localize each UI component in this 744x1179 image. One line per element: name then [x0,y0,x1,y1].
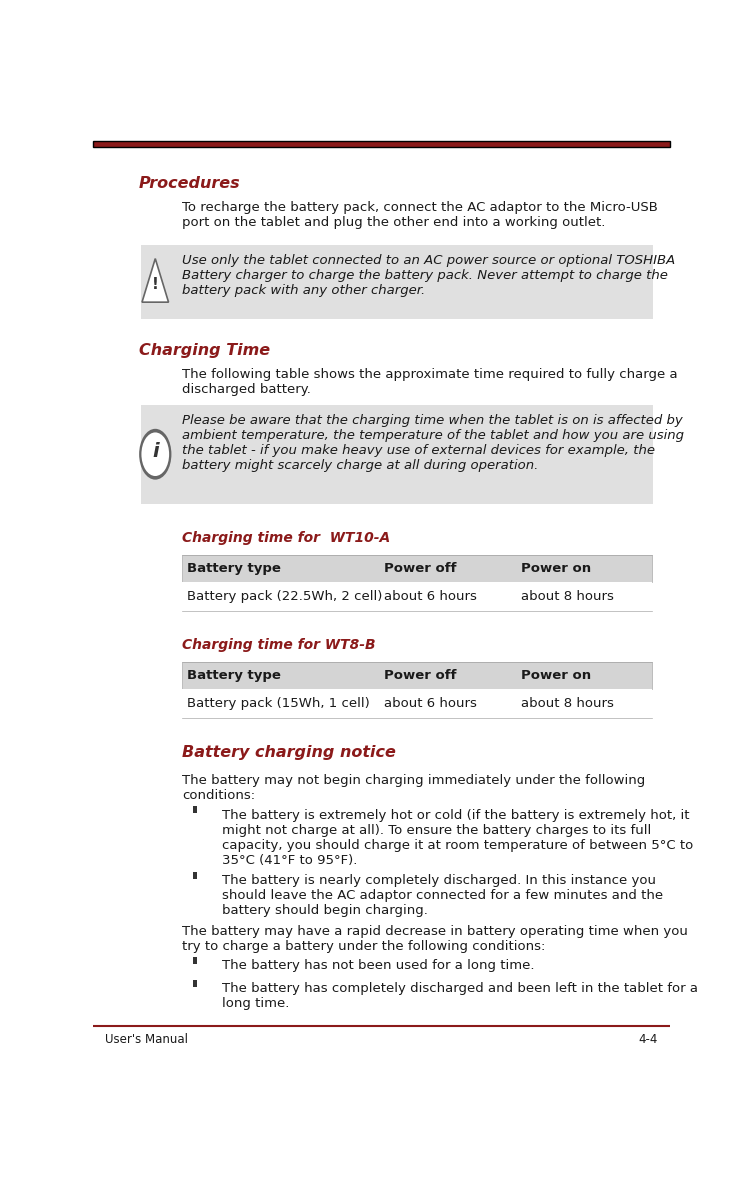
Text: about 8 hours: about 8 hours [521,590,614,602]
Text: To recharge the battery pack, connect the AC adaptor to the Micro-USB
port on th: To recharge the battery pack, connect th… [182,202,658,230]
FancyBboxPatch shape [193,871,197,878]
FancyBboxPatch shape [193,957,197,964]
Text: about 8 hours: about 8 hours [521,697,614,710]
FancyBboxPatch shape [182,554,652,581]
Text: Battery type: Battery type [187,561,281,574]
Text: Battery charging notice: Battery charging notice [182,745,397,760]
Text: The battery has completely discharged and been left in the tablet for a
long tim: The battery has completely discharged an… [222,982,698,1010]
Text: Battery pack (15Wh, 1 cell): Battery pack (15Wh, 1 cell) [187,697,370,710]
Text: Battery pack (22.5Wh, 2 cell): Battery pack (22.5Wh, 2 cell) [187,590,382,602]
FancyBboxPatch shape [182,661,652,689]
Text: Charging time for WT8-B: Charging time for WT8-B [182,638,376,652]
FancyBboxPatch shape [193,980,197,987]
Circle shape [141,433,169,476]
FancyBboxPatch shape [193,806,197,814]
Text: Power on: Power on [521,561,591,574]
Text: Procedures: Procedures [139,176,241,191]
Text: The battery may have a rapid decrease in battery operating time when you
try to : The battery may have a rapid decrease in… [182,926,688,953]
Text: 4-4: 4-4 [638,1033,658,1046]
Text: about 6 hours: about 6 hours [385,697,477,710]
Text: Use only the tablet connected to an AC power source or optional TOSHIBA
Battery : Use only the tablet connected to an AC p… [182,253,676,297]
Text: !: ! [152,277,158,291]
Text: The battery has not been used for a long time.: The battery has not been used for a long… [222,960,534,973]
Text: The battery is nearly completely discharged. In this instance you
should leave t: The battery is nearly completely dischar… [222,874,663,917]
Text: Power on: Power on [521,668,591,681]
FancyBboxPatch shape [182,581,652,611]
FancyBboxPatch shape [141,245,653,320]
Text: User's Manual: User's Manual [104,1033,187,1046]
Text: Power off: Power off [385,668,457,681]
Text: Charging Time: Charging Time [139,343,270,358]
Text: about 6 hours: about 6 hours [385,590,477,602]
Text: The following table shows the approximate time required to fully charge a
discha: The following table shows the approximat… [182,369,678,396]
Circle shape [139,429,171,480]
Text: The battery may not begin charging immediately under the following
conditions:: The battery may not begin charging immed… [182,775,646,802]
Text: Please be aware that the charging time when the tablet is on is affected by
ambi: Please be aware that the charging time w… [182,414,684,472]
Text: The battery is extremely hot or cold (if the battery is extremely hot, it
might : The battery is extremely hot or cold (if… [222,809,693,867]
Text: Battery type: Battery type [187,668,281,681]
Text: Charging time for  WT10-A: Charging time for WT10-A [182,531,391,545]
Text: i: i [152,442,158,461]
FancyBboxPatch shape [182,689,652,718]
FancyBboxPatch shape [141,404,653,503]
Polygon shape [142,258,169,302]
Text: Power off: Power off [385,561,457,574]
